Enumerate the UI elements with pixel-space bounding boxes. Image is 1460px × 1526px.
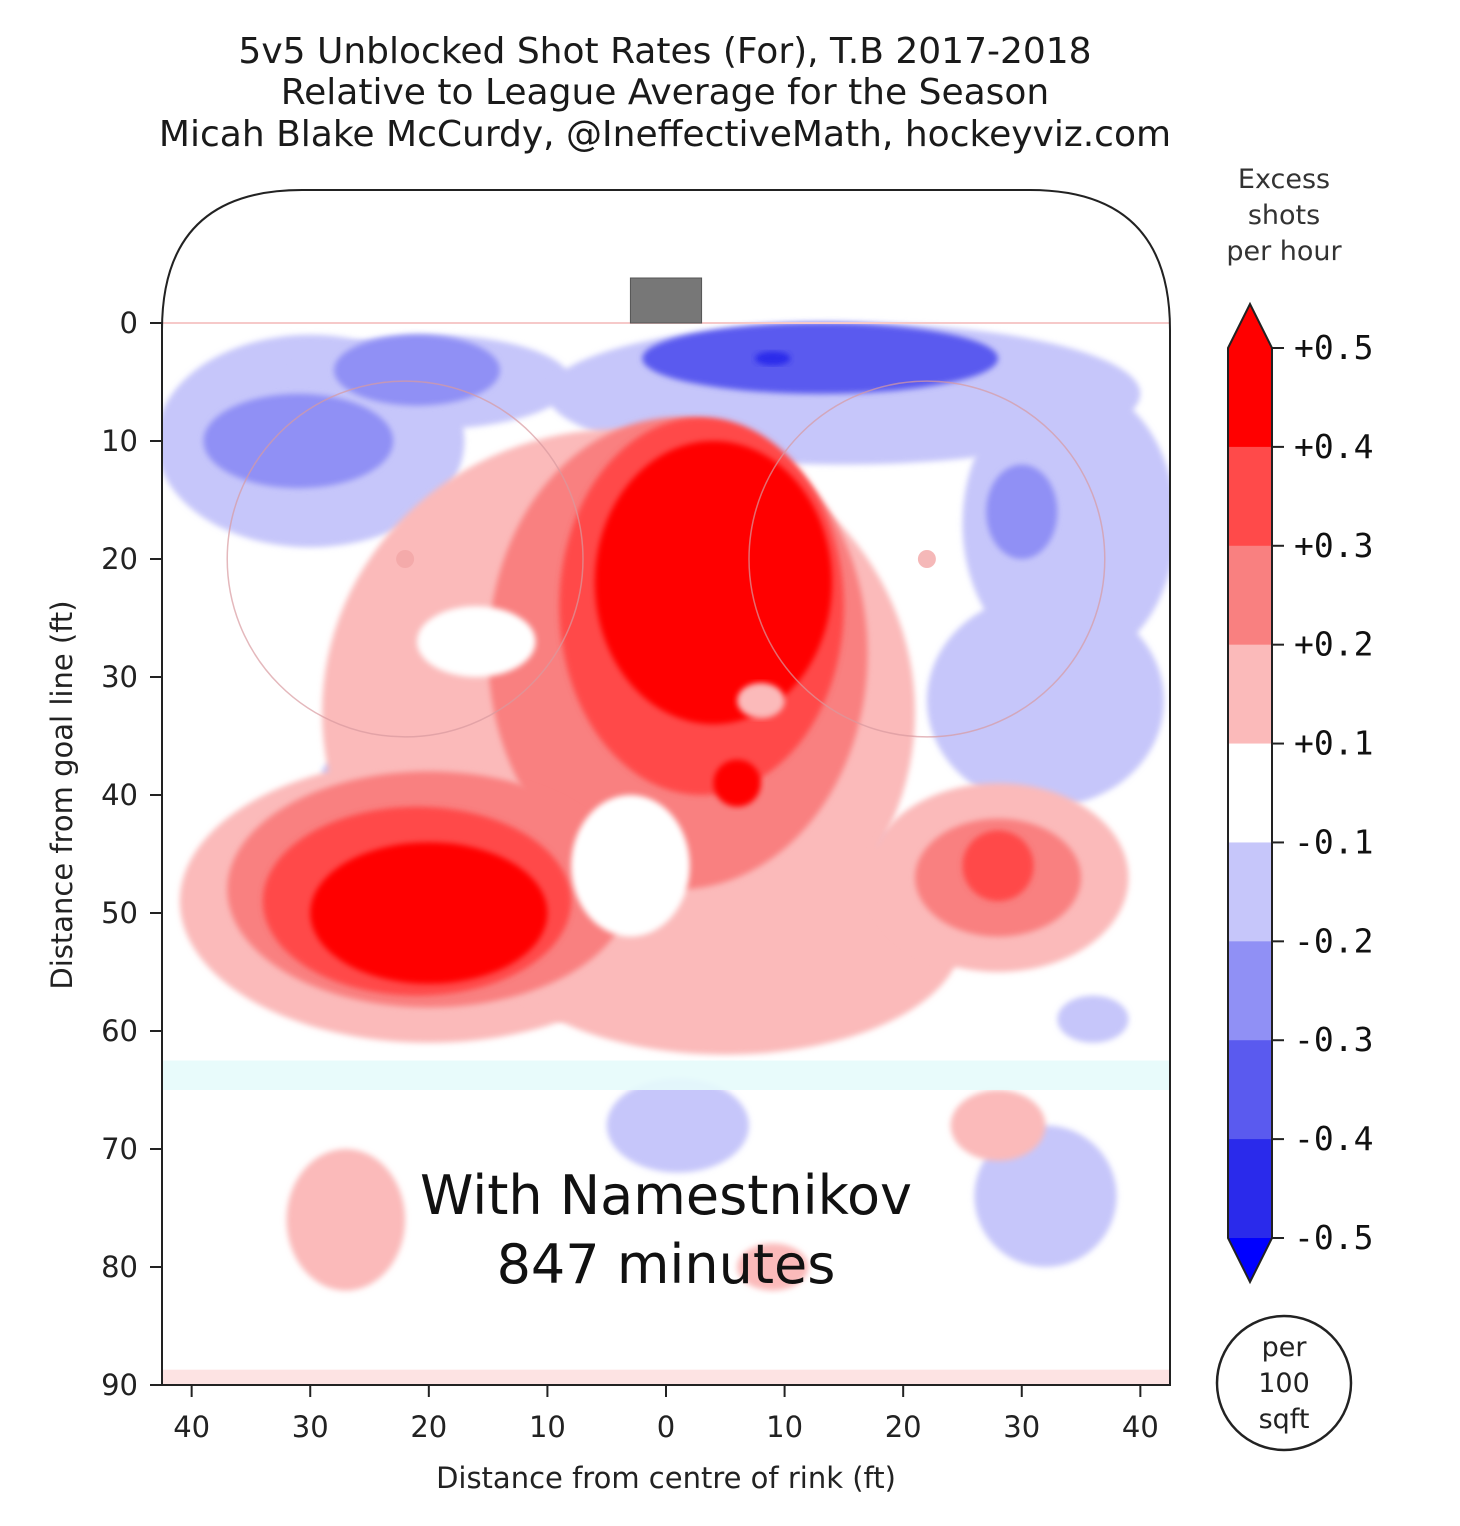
plot-area xyxy=(161,189,1171,1386)
colorbar-band-0 xyxy=(1228,348,1272,448)
x-tick-label-4: 0 xyxy=(657,1410,675,1444)
heatmap-region-29 xyxy=(594,440,833,725)
colorbar-tick-label-1: +0.4 xyxy=(1294,427,1373,466)
y-tick-label-0: 0 xyxy=(120,306,138,340)
colorbar-band-7 xyxy=(1228,1040,1272,1140)
x-tick-label-3: 10 xyxy=(529,1410,566,1444)
annotation-line-1: With Namestnikov xyxy=(420,1164,912,1227)
y-tick-label-20: 20 xyxy=(101,542,138,576)
colorbar-band-6 xyxy=(1228,941,1272,1041)
colorbar-title-line-1: Excess xyxy=(1238,164,1330,195)
heatmap-region-6 xyxy=(606,1078,750,1173)
heatmap-region-28 xyxy=(962,830,1034,902)
x-axis: 40 30 20 10 0 10 20 30 40 xyxy=(162,1384,1170,1444)
colorbar-title-line-3: per hour xyxy=(1226,236,1342,267)
chart-title-line-3: Micah Blake McCurdy, @IneffectiveMath, h… xyxy=(159,114,1171,155)
x-tick-label-7: 30 xyxy=(1003,1410,1040,1444)
y-axis-label: Distance from goal line (ft) xyxy=(45,600,79,989)
x-tick-label-8: 40 xyxy=(1122,1410,1159,1444)
colorbar-tick-label-2: +0.3 xyxy=(1294,526,1373,565)
colorbar-bottom-extension xyxy=(1228,1238,1272,1282)
heatmap-region-3 xyxy=(962,381,1170,666)
chart-title-line-2: Relative to League Average for the Seaso… xyxy=(281,72,1050,113)
faceoff-circle-left xyxy=(226,380,584,738)
unit-note-badge: per 100 sqft xyxy=(1215,1314,1353,1452)
heatmap-region-31 xyxy=(713,759,761,807)
y-tick-label-30: 30 xyxy=(101,660,138,694)
heatmap-region-30 xyxy=(310,842,548,984)
colorbar-top-extension xyxy=(1228,304,1272,348)
y-axis: 0 10 20 30 40 50 60 70 80 90 xyxy=(101,306,163,1402)
x-axis-label: Distance from centre of rink (ft) xyxy=(436,1461,896,1495)
y-tick-label-60: 60 xyxy=(101,1014,138,1048)
colorbar-band-8 xyxy=(1228,1139,1272,1239)
heatmap-region-13 xyxy=(986,464,1058,559)
colorbar-tick-label-0: +0.5 xyxy=(1294,328,1373,367)
y-tick-label-50: 50 xyxy=(101,896,138,930)
faceoff-dot-right xyxy=(917,550,936,568)
unit-note-line-2: 100 xyxy=(1258,1368,1310,1399)
heatmap-region-33 xyxy=(571,795,690,937)
x-tick-label-5: 10 xyxy=(766,1410,803,1444)
centre-line xyxy=(162,1369,1170,1385)
colorbar-title-line-2: shots xyxy=(1248,200,1320,231)
y-tick-label-90: 90 xyxy=(101,1368,138,1402)
rink-outline xyxy=(161,189,1171,1386)
colorbar-tick-label-7: -0.3 xyxy=(1294,1020,1373,1059)
heatmap-region-4 xyxy=(926,594,1165,807)
unit-note-line-1: per xyxy=(1262,1332,1308,1363)
heatmap-region-7 xyxy=(1057,995,1129,1043)
colorbar-band-5 xyxy=(1228,842,1272,942)
heatmap-regions xyxy=(162,322,1170,1385)
colorbar-tick-label-6: -0.2 xyxy=(1294,921,1373,960)
heatmap-region-12 xyxy=(333,334,500,406)
colorbar: Excess shots per hour +0.5 +0.4 +0.3 +0.2 +0… xyxy=(1226,164,1373,1285)
colorbar-tick-label-4: +0.1 xyxy=(1294,724,1373,763)
x-tick-label-2: 20 xyxy=(410,1410,447,1444)
colorbar-band-2 xyxy=(1228,545,1272,646)
heatmap-region-22 xyxy=(737,1243,809,1291)
colorbar-tick-label-5: -0.1 xyxy=(1294,822,1373,861)
y-tick-label-40: 40 xyxy=(101,778,138,812)
heatmap-region-5 xyxy=(974,1125,1117,1267)
faceoff-circle-right xyxy=(748,380,1106,738)
heatmap-region-15 xyxy=(754,351,791,366)
colorbar-tick-label-8: -0.4 xyxy=(1294,1119,1373,1158)
colorbar-tick-label-9: -0.5 xyxy=(1294,1218,1373,1257)
y-tick-label-10: 10 xyxy=(101,424,138,458)
colorbar-band-1 xyxy=(1228,446,1272,547)
unit-note-circle xyxy=(1215,1314,1353,1452)
colorbar-band-4 xyxy=(1228,743,1272,843)
colorbar-band-3 xyxy=(1228,644,1272,745)
x-tick-label-0: 40 xyxy=(173,1410,210,1444)
heatmap-region-21 xyxy=(950,1090,1046,1161)
blue-line xyxy=(162,1060,1170,1090)
heatmap-region-32 xyxy=(416,606,536,677)
y-tick-label-70: 70 xyxy=(101,1132,138,1166)
chart-title-line-1: 5v5 Unblocked Shot Rates (For), T.B 2017… xyxy=(238,31,1091,72)
faceoff-dot-left xyxy=(396,550,415,568)
heatmap-region-11 xyxy=(203,393,394,489)
annotation-line-2: 847 minutes xyxy=(497,1233,836,1296)
y-tick-label-80: 80 xyxy=(101,1250,138,1284)
x-tick-label-6: 20 xyxy=(885,1410,922,1444)
goal-net xyxy=(629,277,703,324)
unit-note-line-3: sqft xyxy=(1259,1404,1310,1435)
colorbar-tick-label-3: +0.2 xyxy=(1294,625,1373,664)
heatmap-region-14 xyxy=(642,323,999,394)
heatmap-region-20 xyxy=(286,1149,406,1291)
heatmap-region-34 xyxy=(737,682,785,719)
x-tick-label-1: 30 xyxy=(292,1410,329,1444)
